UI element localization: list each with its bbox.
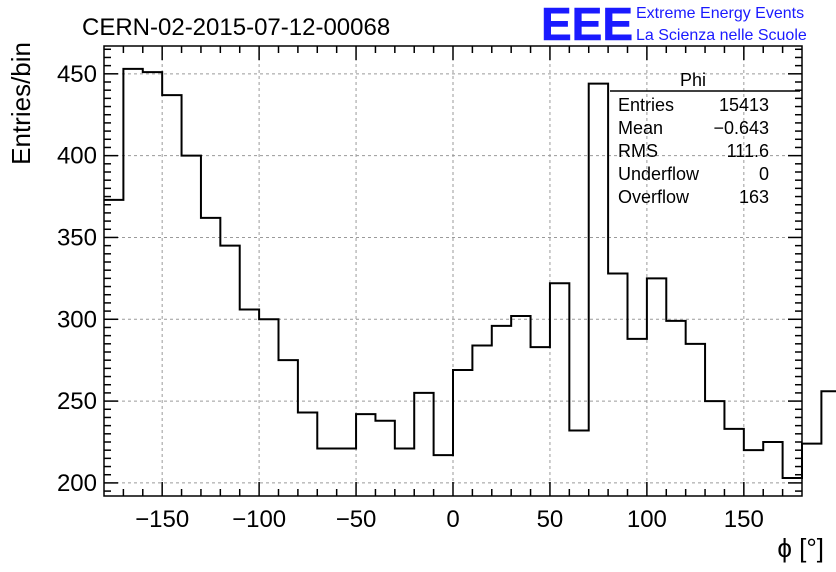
histogram-bin xyxy=(783,478,802,496)
histogram-bin xyxy=(337,449,356,496)
histogram-series xyxy=(104,67,836,496)
y-tick-label: 450 xyxy=(57,61,97,88)
x-tick-label: −50 xyxy=(336,506,377,533)
histogram-line xyxy=(104,67,836,479)
histogram-bin xyxy=(744,450,763,496)
stats-value-entries: 15413 xyxy=(719,95,769,115)
histogram-bin xyxy=(569,431,588,496)
x-tick-label: 150 xyxy=(724,506,764,533)
histogram-bin xyxy=(434,455,453,496)
stats-label-entries: Entries xyxy=(618,95,674,115)
histogram-bin xyxy=(763,442,782,496)
histogram-bin xyxy=(511,316,530,496)
histogram-bin xyxy=(686,344,705,496)
axis-ticks xyxy=(104,46,802,496)
stats-label-mean: Mean xyxy=(618,118,663,138)
histogram-bin xyxy=(666,321,685,496)
histogram-bin xyxy=(279,360,298,496)
eee-logo: EEE Extreme Energy Events La Scienza nel… xyxy=(541,0,807,50)
x-tick-label: 50 xyxy=(537,506,564,533)
x-axis-label: ϕ [°] xyxy=(777,533,824,563)
chart-title: CERN-02-2015-07-12-00068 xyxy=(82,14,390,41)
y-tick-label: 250 xyxy=(57,388,97,415)
stats-box: Phi Entries 15413 Mean −0.643 RMS 111.6 … xyxy=(610,70,800,207)
grid-lines xyxy=(104,46,802,496)
histogram-bin xyxy=(240,309,259,496)
stats-value-underflow: 0 xyxy=(759,164,769,184)
y-axis-label: Entries/bin xyxy=(6,42,36,165)
histogram-bin xyxy=(162,95,181,496)
histogram-bin xyxy=(414,393,433,496)
y-tick-label: 300 xyxy=(57,306,97,333)
y-tick-label: 200 xyxy=(57,470,97,497)
histogram-bin xyxy=(104,200,123,496)
tick-labels: −150 −100 −50 0 50 100 150 200 250 300 350 400 450 xyxy=(57,61,764,533)
histogram-bin xyxy=(821,391,836,496)
histogram-bin xyxy=(531,347,550,496)
x-tick-label: −100 xyxy=(232,506,286,533)
stats-value-overflow: 163 xyxy=(739,187,769,207)
histogram-bin xyxy=(259,319,278,496)
stats-title: Phi xyxy=(680,70,706,90)
histogram-bin xyxy=(802,444,821,496)
histogram-bin xyxy=(647,278,666,496)
x-tick-label: 0 xyxy=(446,506,459,533)
histogram-bin xyxy=(395,449,414,496)
histogram-bin xyxy=(453,370,472,496)
histogram-bin xyxy=(201,218,220,496)
eee-logo-mark: EEE xyxy=(541,0,633,50)
logo-line-2: La Scienza nelle Scuole xyxy=(636,27,807,44)
histogram-bin xyxy=(317,449,336,496)
histogram-bin xyxy=(472,345,491,496)
histogram-bin xyxy=(550,283,569,496)
stats-label-rms: RMS xyxy=(618,141,658,161)
y-tick-label: 350 xyxy=(57,224,97,251)
histogram-bin xyxy=(182,156,201,496)
x-tick-label: −150 xyxy=(135,506,189,533)
y-tick-label: 400 xyxy=(57,143,97,170)
histogram-bin xyxy=(608,273,627,496)
histogram-bin xyxy=(123,69,142,496)
histogram-bin xyxy=(356,414,375,496)
histogram-bin xyxy=(724,429,743,496)
histogram-bin xyxy=(628,339,647,496)
histogram-bin xyxy=(375,421,394,496)
stats-value-rms: 111.6 xyxy=(727,141,769,161)
logo-line-1: Extreme Energy Events xyxy=(636,5,804,22)
histogram-bin xyxy=(143,72,162,496)
stats-label-underflow: Underflow xyxy=(618,164,700,184)
histogram-bin xyxy=(492,326,511,496)
histogram-bin xyxy=(589,84,608,496)
x-tick-label: 100 xyxy=(627,506,667,533)
stats-value-mean: −0.643 xyxy=(713,118,769,138)
histogram-bin xyxy=(705,401,724,496)
stats-label-overflow: Overflow xyxy=(618,187,690,207)
histogram-bin xyxy=(220,246,239,496)
histogram-bin xyxy=(298,413,317,496)
